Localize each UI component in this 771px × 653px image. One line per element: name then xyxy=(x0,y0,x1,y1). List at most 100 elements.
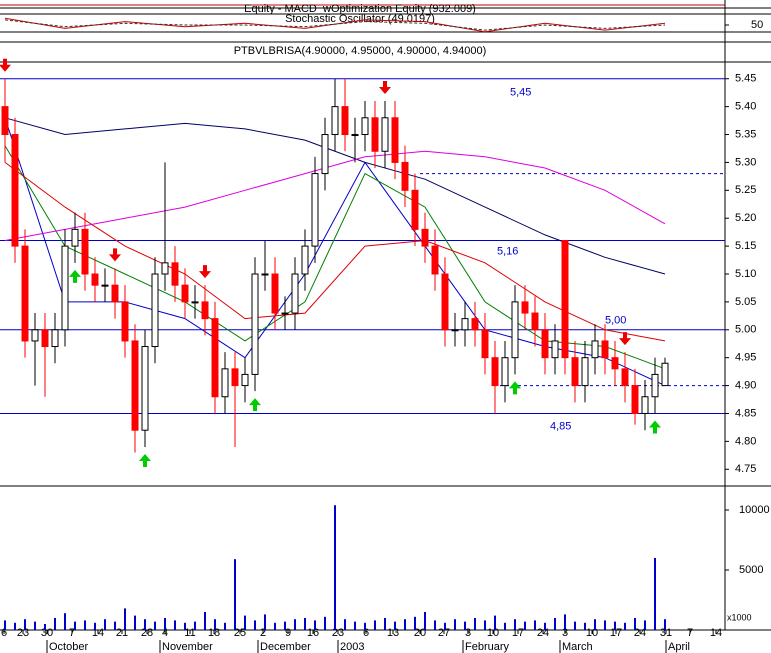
volume-bar xyxy=(174,620,176,630)
candle-body xyxy=(41,329,49,348)
sell-arrow xyxy=(379,81,391,95)
volume-bar xyxy=(604,620,606,630)
candle-body xyxy=(501,357,509,387)
volume-bar xyxy=(634,618,636,630)
candle-body xyxy=(71,228,79,247)
volume-bar xyxy=(274,622,276,630)
y-tick-label: 4.95 xyxy=(735,352,756,364)
candle-body xyxy=(531,312,539,331)
candle-body xyxy=(11,134,19,247)
candle-body xyxy=(121,301,129,342)
volume-bar xyxy=(154,621,156,630)
volume-bar xyxy=(304,618,306,630)
volume-bar xyxy=(124,608,126,630)
candle-body xyxy=(431,245,439,275)
candle-body xyxy=(411,189,419,230)
x-tick-label: 14 xyxy=(710,627,722,639)
x-tick-label: 31 xyxy=(660,627,672,639)
x-tick-label: 23 xyxy=(332,627,344,639)
month-label: March xyxy=(562,641,593,653)
candle-body xyxy=(601,340,609,359)
volume-bar xyxy=(164,618,166,630)
candle-body xyxy=(641,396,649,414)
candle-body xyxy=(521,301,529,314)
volume-bar xyxy=(534,620,536,630)
sell-arrow xyxy=(619,332,631,346)
month-label: February xyxy=(465,641,510,653)
candle-body xyxy=(331,106,339,136)
volume-bar xyxy=(544,622,546,630)
candle-body xyxy=(621,368,629,387)
volume-bar xyxy=(194,621,196,630)
y-tick-label: 5.45 xyxy=(735,73,756,85)
volume-bar xyxy=(594,619,596,630)
volume-bar xyxy=(344,619,346,630)
volume-bar xyxy=(144,619,146,630)
volume-bar xyxy=(324,616,326,630)
x-tick-label: 18 xyxy=(208,627,220,639)
candle-body xyxy=(661,362,669,387)
candle-body xyxy=(291,273,299,314)
buy-arrow xyxy=(649,420,661,434)
y-tick-label: 5.05 xyxy=(735,296,756,308)
candle-body xyxy=(651,373,659,398)
x-tick-label: 10 xyxy=(487,627,499,639)
candle-body xyxy=(271,273,279,314)
level-label: 5,16 xyxy=(497,245,518,257)
volume-bar xyxy=(114,621,116,630)
candle-body xyxy=(221,368,229,398)
volume-unit: x1000 xyxy=(727,612,752,622)
candle-body xyxy=(471,318,479,331)
x-tick-label: 3 xyxy=(465,627,471,639)
candle-body xyxy=(201,301,209,320)
volume-bar xyxy=(334,505,336,630)
moving-average xyxy=(4,150,666,241)
volume-bar xyxy=(454,619,456,630)
y-tick-label: 5.15 xyxy=(735,240,756,252)
volume-bar xyxy=(254,620,256,630)
volume-bar xyxy=(284,621,286,630)
x-tick-label: 3 xyxy=(562,627,568,639)
volume-bar xyxy=(214,619,216,630)
candle-body xyxy=(251,273,259,375)
candle-body xyxy=(421,228,429,247)
y-tick-label: 5.20 xyxy=(735,212,756,224)
x-tick-label: 24 xyxy=(634,627,646,639)
y-tick-label: 5.10 xyxy=(735,268,756,280)
candle-body xyxy=(581,357,589,387)
volume-bar xyxy=(64,613,66,630)
candle-body xyxy=(301,245,309,275)
candle-body xyxy=(151,273,159,348)
volume-bar xyxy=(54,618,56,630)
buy-arrow xyxy=(69,269,81,283)
volume-bar xyxy=(504,622,506,630)
candle-body xyxy=(111,284,119,303)
x-tick-label: 11 xyxy=(184,627,195,639)
oscillator-label: Stochastic Oscillator (49.0197) xyxy=(285,13,435,25)
x-tick-label: 23 xyxy=(17,627,29,639)
x-tick-label: 4 xyxy=(162,627,168,639)
x-tick-label: 28 xyxy=(141,627,153,639)
volume-bar xyxy=(584,622,586,630)
candle-body xyxy=(361,117,369,136)
volume-bar xyxy=(654,558,656,630)
candle-body xyxy=(551,340,559,359)
buy-arrow xyxy=(139,453,151,467)
volume-bar xyxy=(524,621,526,630)
x-tick-label: 6 xyxy=(363,627,369,639)
y-tick-label: 50 xyxy=(751,19,763,31)
level-label: 5,00 xyxy=(605,315,626,327)
volume-bar xyxy=(464,621,466,630)
y-tick-label: 5.00 xyxy=(735,324,756,336)
candle-body xyxy=(61,245,69,331)
volume-bar xyxy=(484,620,486,630)
volume-bar xyxy=(264,614,266,630)
candle-body xyxy=(541,329,549,359)
month-label: November xyxy=(162,641,213,653)
candle-body xyxy=(91,273,99,286)
oscillator-line xyxy=(4,19,666,31)
candle-body xyxy=(231,368,239,387)
candle-body xyxy=(491,357,499,387)
volume-bar xyxy=(394,621,396,630)
